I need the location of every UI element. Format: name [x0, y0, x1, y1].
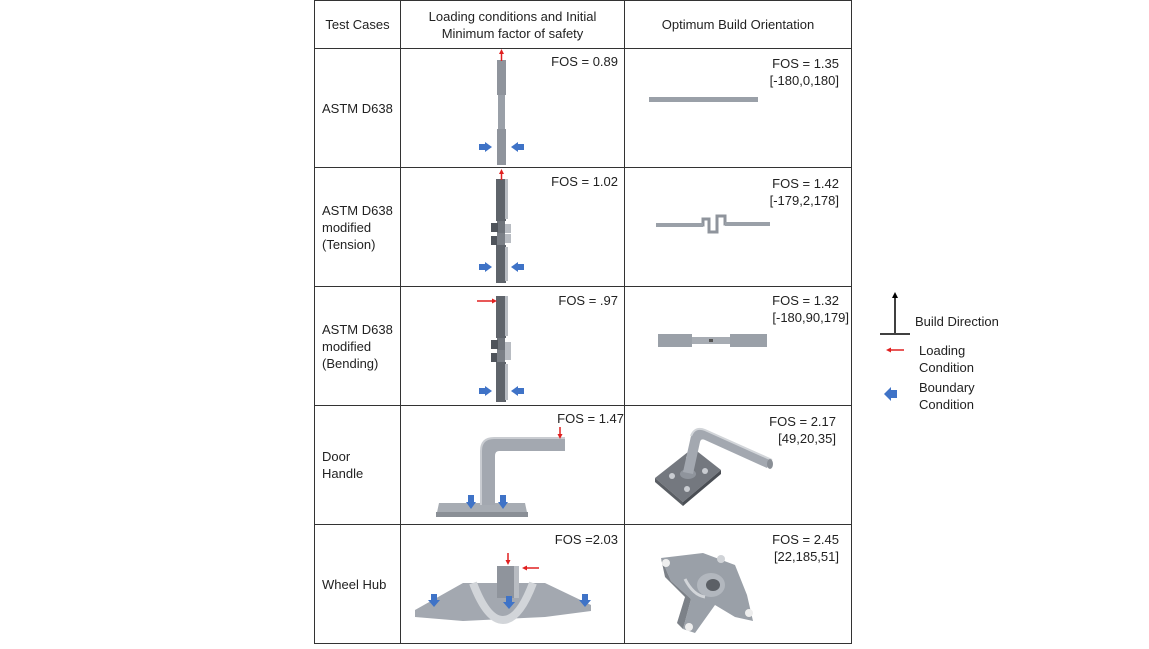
orientation-angles: [-179,2,178]	[769, 193, 839, 208]
optimum-fos: FOS = 2.17	[769, 414, 836, 429]
orientation-cell-astm-d638: FOS = 1.35 [-180,0,180]	[624, 48, 852, 168]
case-cell-astm-d638-tension: ASTM D638 modified (Tension)	[314, 167, 401, 287]
wheel-hub-optimum-figure	[661, 553, 753, 633]
orientation-cell-wheel-hub: FOS = 2.45 [22,185,51]	[624, 524, 852, 644]
case-cell-wheel-hub: Wheel Hub	[314, 524, 401, 644]
loading-cell-astm-d638: FOS = 0.89	[400, 48, 625, 168]
initial-fos: FOS = 1.47	[557, 411, 624, 426]
legend-boundary-line1: Boundary	[919, 380, 975, 395]
initial-fos: FOS =2.03	[554, 532, 618, 547]
bending-specimen-optimum-figure	[658, 334, 767, 347]
case-cell-door-handle: Door Handle	[314, 405, 401, 525]
initial-fos: FOS = .97	[558, 293, 618, 308]
legend-loading-line2: Condition	[919, 360, 974, 375]
case-label-line1: ASTM D638	[322, 202, 393, 218]
door-handle-loading-figure	[436, 427, 565, 517]
tension-specimen-optimum-figure	[656, 214, 770, 234]
orientation-angles: [49,20,35]	[778, 431, 836, 446]
optimum-fos: FOS = 1.32	[772, 293, 839, 308]
case-label-line2: modified	[322, 219, 372, 235]
legend-build-direction: Build Direction	[915, 314, 999, 329]
orientation-cell-astm-d638-tension: FOS = 1.42 [-179,2,178]	[624, 167, 852, 287]
orientation-angles: [-180,0,180]	[769, 73, 839, 88]
orientation-cell-astm-d638-bending: FOS = 1.32 [-180,90,179]	[624, 286, 852, 406]
case-label-line2: modified	[322, 338, 372, 354]
header-loading-line1: Loading conditions and Initial	[428, 8, 597, 24]
optimum-fos: FOS = 1.42	[772, 176, 839, 191]
legend-symbols	[880, 292, 910, 401]
header-test-cases: Test Cases	[314, 0, 401, 49]
tension-specimen-loading-figure	[479, 169, 524, 283]
case-label: ASTM D638	[322, 100, 393, 116]
header-test-cases-label: Test Cases	[325, 17, 390, 32]
legend-loading-line1: Loading	[919, 343, 966, 358]
case-label-line3: (Tension)	[322, 236, 376, 252]
case-label-line2: Handle	[322, 466, 364, 481]
case-label: Wheel Hub	[322, 576, 387, 592]
orientation-angles: [22,185,51]	[773, 549, 839, 564]
case-cell-astm-d638-bending: ASTM D638 modified (Bending)	[314, 286, 401, 406]
orientation-angles: [-180,90,179]	[772, 310, 849, 325]
results-table: Test Cases Loading conditions and Initia…	[314, 0, 852, 644]
boundary-arrow-icon	[884, 387, 891, 401]
case-label-line1: Door	[322, 449, 351, 464]
legend: Build Direction Loading Condition Bounda…	[878, 290, 1028, 420]
header-optimum-label: Optimum Build Orientation	[661, 17, 815, 32]
optimum-fos: FOS = 2.45	[772, 532, 839, 547]
loading-cell-wheel-hub: FOS =2.03	[400, 524, 625, 644]
header-loading-conditions: Loading conditions and Initial Minimum f…	[400, 0, 625, 49]
bending-specimen-loading-figure	[477, 296, 524, 402]
initial-fos: FOS = 0.89	[551, 54, 618, 69]
initial-fos: FOS = 1.02	[551, 174, 618, 189]
orientation-cell-door-handle: FOS = 2.17 [49,20,35]	[624, 405, 852, 525]
case-label-line1: ASTM D638	[322, 321, 393, 337]
door-handle-optimum-figure	[655, 427, 773, 506]
loading-cell-astm-d638-bending: FOS = .97	[400, 286, 625, 406]
optimum-fos: FOS = 1.35	[772, 56, 839, 71]
wheel-hub-loading-figure	[415, 553, 591, 625]
case-cell-astm-d638: ASTM D638	[314, 48, 401, 168]
legend-boundary-line2: Condition	[919, 397, 974, 412]
tensile-specimen-loading-figure	[479, 49, 524, 165]
header-optimum-orientation: Optimum Build Orientation	[624, 0, 852, 49]
case-label-line3: (Bending)	[322, 355, 379, 371]
tensile-specimen-optimum-figure	[649, 97, 758, 102]
header-loading-line2: Minimum factor of safety	[441, 25, 584, 41]
loading-cell-door-handle: FOS = 1.47	[400, 405, 625, 525]
loading-cell-astm-d638-tension: FOS = 1.02	[400, 167, 625, 287]
